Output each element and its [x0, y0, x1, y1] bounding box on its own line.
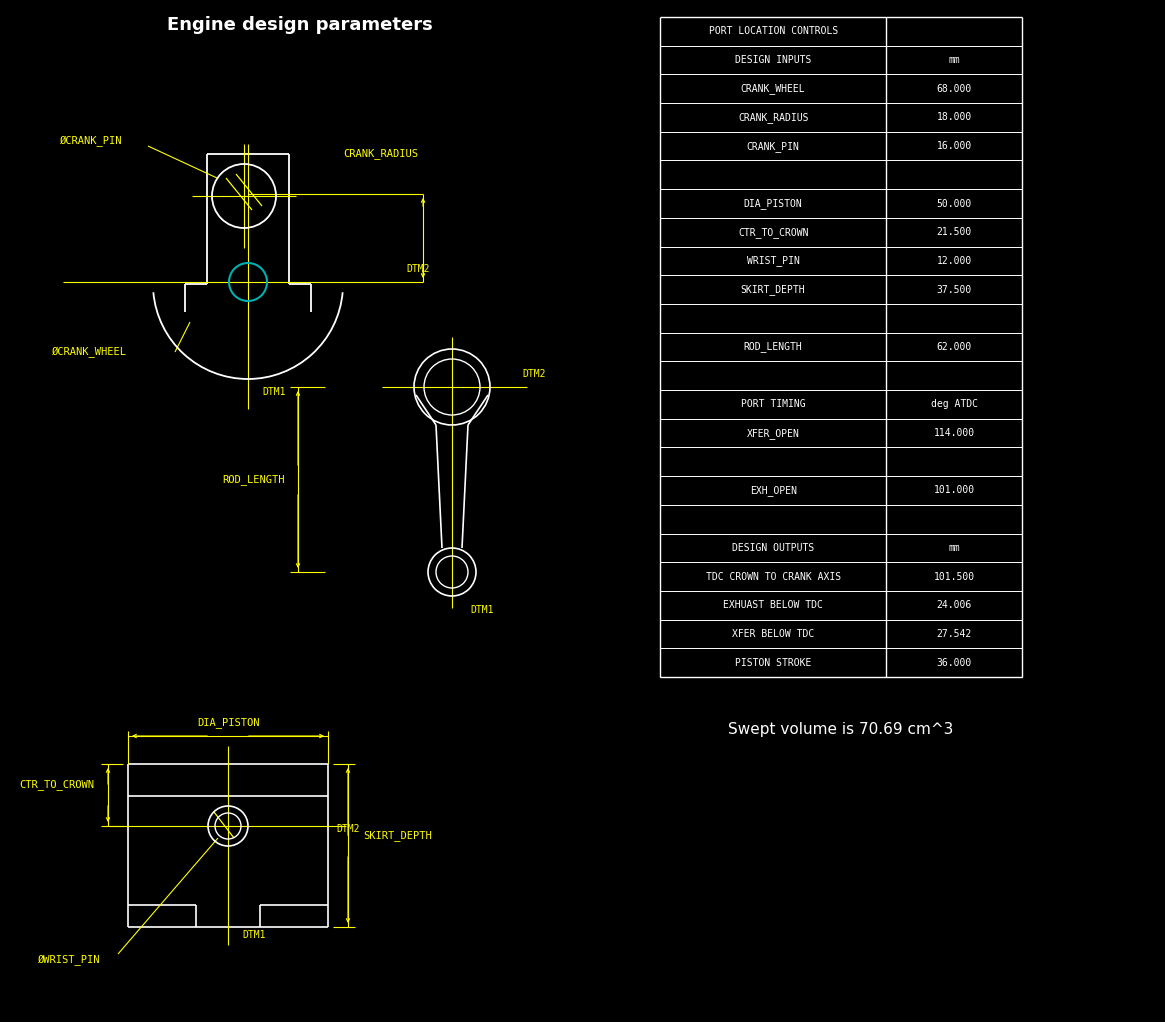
Text: 12.000: 12.000	[937, 256, 972, 266]
Text: XFER_OPEN: XFER_OPEN	[747, 427, 799, 438]
Text: deg ATDC: deg ATDC	[931, 400, 977, 410]
Text: DTM2: DTM2	[336, 824, 360, 834]
Text: CRANK_WHEEL: CRANK_WHEEL	[741, 83, 805, 94]
Text: DTM2: DTM2	[405, 264, 430, 274]
Text: 37.500: 37.500	[937, 284, 972, 294]
Text: CTR_TO_CROWN: CTR_TO_CROWN	[19, 780, 94, 790]
Text: ROD_LENGTH: ROD_LENGTH	[223, 474, 285, 485]
Text: 50.000: 50.000	[937, 198, 972, 208]
Text: WRIST_PIN: WRIST_PIN	[747, 256, 799, 267]
Text: 101.000: 101.000	[933, 485, 975, 496]
Text: 101.500: 101.500	[933, 571, 975, 582]
Text: Engine design parameters: Engine design parameters	[167, 16, 433, 34]
Text: XFER BELOW TDC: XFER BELOW TDC	[732, 629, 814, 639]
Text: SKIRT_DEPTH: SKIRT_DEPTH	[741, 284, 805, 295]
Text: DESIGN INPUTS: DESIGN INPUTS	[735, 55, 811, 65]
Text: 27.542: 27.542	[937, 629, 972, 639]
Text: EXHUAST BELOW TDC: EXHUAST BELOW TDC	[723, 600, 822, 610]
Text: 36.000: 36.000	[937, 657, 972, 667]
Text: PORT TIMING: PORT TIMING	[741, 400, 805, 410]
Text: CRANK_RADIUS: CRANK_RADIUS	[737, 112, 809, 123]
Text: ØCRANK_PIN: ØCRANK_PIN	[61, 136, 122, 146]
Text: PORT LOCATION CONTROLS: PORT LOCATION CONTROLS	[708, 27, 838, 37]
Text: mm: mm	[948, 543, 960, 553]
Text: DTM1: DTM1	[242, 930, 266, 940]
Text: 114.000: 114.000	[933, 428, 975, 438]
Text: ØCRANK_WHEEL: ØCRANK_WHEEL	[52, 346, 127, 358]
Text: ØWRIST_PIN: ØWRIST_PIN	[38, 955, 100, 966]
Text: CRANK_RADIUS: CRANK_RADIUS	[343, 148, 418, 159]
Text: TDC CROWN TO CRANK AXIS: TDC CROWN TO CRANK AXIS	[706, 571, 841, 582]
Text: ROD_LENGTH: ROD_LENGTH	[743, 341, 803, 353]
Text: mm: mm	[948, 55, 960, 65]
Text: 16.000: 16.000	[937, 141, 972, 151]
Text: DTM1: DTM1	[262, 387, 285, 397]
Text: EXH_OPEN: EXH_OPEN	[749, 485, 797, 496]
Text: 24.006: 24.006	[937, 600, 972, 610]
Text: CRANK_PIN: CRANK_PIN	[747, 141, 799, 151]
Text: DTM1: DTM1	[469, 605, 494, 615]
Text: DTM2: DTM2	[522, 369, 545, 379]
Text: CTR_TO_CROWN: CTR_TO_CROWN	[737, 227, 809, 238]
Text: DESIGN OUTPUTS: DESIGN OUTPUTS	[732, 543, 814, 553]
Text: DIA_PISTON: DIA_PISTON	[743, 198, 803, 208]
Text: 62.000: 62.000	[937, 342, 972, 352]
Text: 68.000: 68.000	[937, 84, 972, 94]
Text: SKIRT_DEPTH: SKIRT_DEPTH	[363, 831, 432, 841]
Text: 21.500: 21.500	[937, 227, 972, 237]
Text: 18.000: 18.000	[937, 112, 972, 123]
Text: DIA_PISTON: DIA_PISTON	[197, 717, 260, 729]
Text: PISTON STROKE: PISTON STROKE	[735, 657, 811, 667]
Text: Swept volume is 70.69 cm^3: Swept volume is 70.69 cm^3	[728, 722, 954, 737]
